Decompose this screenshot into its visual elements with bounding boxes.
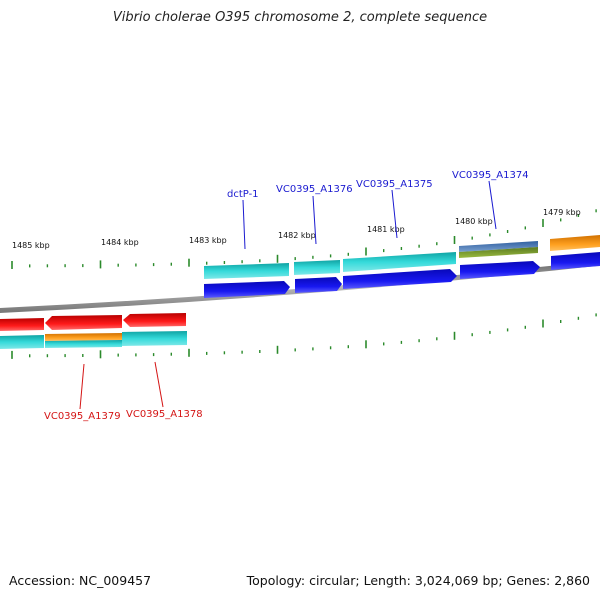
leader-dctP-1 [242, 199, 246, 250]
scale-labels: 1485 kbp 1484 kbp 1483 kbp 1482 kbp 1481… [12, 208, 581, 250]
gene-label-dctP-1[interactable]: dctP-1 [227, 189, 259, 200]
gene-label-VC0395_A1378[interactable]: VC0395_A1378 [126, 409, 203, 420]
gene-feature-VC0395_A1379-teal[interactable] [45, 340, 122, 348]
gene-feature-dctP-1[interactable] [204, 263, 289, 279]
cds-arrow-VC0395_A1378[interactable] [123, 313, 186, 327]
cds-arrow-VC0395_A1376[interactable] [295, 277, 342, 293]
scale-label-1481: 1481 kbp [367, 225, 405, 234]
scale-label-1485: 1485 kbp [12, 241, 50, 250]
forward-gene-track [204, 235, 600, 279]
gene-feature-reverse-left[interactable] [0, 335, 44, 349]
gene-feature-VC0395_A1374-olive[interactable] [459, 247, 538, 258]
cds-arrow-dctP-1[interactable] [204, 281, 290, 298]
gene-label-VC0395_A1374[interactable]: VC0395_A1374 [452, 170, 529, 181]
reverse-gene-track [0, 331, 187, 349]
gene-label-VC0395_A1379[interactable]: VC0395_A1379 [44, 411, 121, 422]
gene-feature-VC0395_A1379-orange[interactable] [45, 333, 122, 341]
leader-VC0395_A1379 [79, 363, 85, 410]
cds-arrow-reverse-left[interactable] [0, 318, 44, 331]
scale-label-1483: 1483 kbp [189, 236, 227, 245]
reverse-cds-track [0, 313, 186, 331]
scale-label-1480: 1480 kbp [455, 217, 493, 226]
accession-text: Accession: NC_009457 [9, 573, 152, 588]
cds-arrow-VC0395_A1375[interactable] [343, 269, 457, 289]
topology-text: Topology: circular; Length: 3,024,069 bp… [246, 573, 590, 588]
gene-feature-VC0395_A1378[interactable] [122, 331, 187, 346]
lower-scale-ticks [11, 313, 597, 359]
gene-label-VC0395_A1375[interactable]: VC0395_A1375 [356, 179, 433, 190]
upper-scale-ticks [11, 209, 597, 269]
scale-label-1484: 1484 kbp [101, 238, 139, 247]
leader-VC0395_A1378 [154, 361, 164, 408]
gene-feature-VC0395_A1374-steel[interactable] [459, 241, 538, 252]
leader-VC0395_A1374 [488, 180, 497, 230]
cds-arrow-VC0395_A1379[interactable] [45, 315, 122, 330]
map-title: Vibrio cholerae O395 chromosome 2, compl… [112, 10, 488, 25]
label-leaders [79, 180, 497, 410]
gene-label-VC0395_A1376[interactable]: VC0395_A1376 [276, 184, 353, 195]
gene-feature-VC0395_A1375[interactable] [343, 252, 456, 272]
leader-VC0395_A1376 [312, 195, 317, 245]
gene-feature-1479-orange[interactable] [550, 235, 600, 251]
scale-label-1482: 1482 kbp [278, 231, 316, 240]
reverse-gene-labels: VC0395_A1379 VC0395_A1378 [44, 409, 203, 422]
scale-label-1479: 1479 kbp [543, 208, 581, 217]
forward-cds-track [204, 252, 600, 298]
forward-gene-labels: dctP-1 VC0395_A1376 VC0395_A1375 VC0395_… [227, 170, 529, 200]
cds-arrow-VC0395_A1374[interactable] [460, 261, 540, 279]
leader-VC0395_A1375 [391, 189, 398, 239]
cds-arrow-1479[interactable] [551, 252, 600, 270]
gene-feature-VC0395_A1376[interactable] [294, 260, 340, 275]
